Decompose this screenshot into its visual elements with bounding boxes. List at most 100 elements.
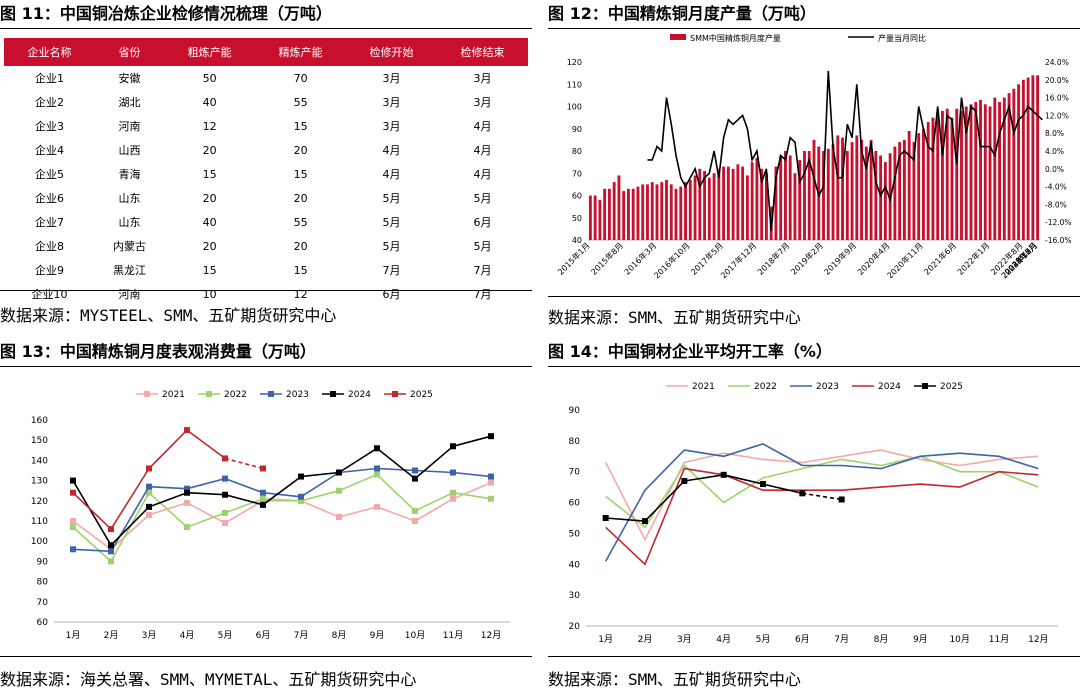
bar: [1026, 77, 1030, 240]
bar: [741, 166, 745, 240]
bar: [993, 97, 997, 240]
header-province: 省份: [94, 38, 165, 66]
bar: [979, 99, 982, 240]
cell-refined-capacity: 20: [293, 239, 308, 253]
bar: [883, 162, 887, 240]
cell-blister-capacity: 20: [202, 191, 217, 205]
y2-tick-label: 0.0%: [1045, 165, 1064, 174]
bar: [655, 184, 659, 240]
bar: [617, 175, 621, 240]
x-tick-label: 11月: [989, 634, 1009, 645]
bar: [998, 102, 1001, 240]
series-line-2022: [72, 473, 492, 563]
table-row: 企业2 湖北 40 55 3月 3月: [4, 90, 528, 114]
x-tick-label: 2020年4月: [855, 240, 891, 276]
y2-tick-label: 16.0%: [1045, 94, 1069, 103]
bar: [950, 117, 954, 240]
bar: [941, 110, 944, 240]
bar: [764, 173, 768, 240]
cell-maintenance-start: 6月: [382, 288, 401, 301]
fig14-panel: 图 14：中国铜材企业平均开工率（%） 2021 2022 2023 2024 2025…: [548, 338, 1080, 692]
cell-blister-capacity: 20: [202, 143, 217, 157]
y-tick-label: 70: [572, 169, 582, 178]
y2-tick-label: 20.0%: [1045, 76, 1069, 85]
legend-label: 2023: [816, 382, 839, 392]
table-row: 企业6 山东 20 20 5月 5月: [4, 186, 528, 210]
bar: [712, 173, 716, 240]
data-point-2024: [260, 501, 266, 508]
y-tick-label: 40: [569, 560, 581, 570]
y-tick-label: 110: [31, 517, 48, 527]
y-tick-label: 60: [569, 499, 581, 509]
bar: [622, 191, 626, 240]
fig11-bottom-rule: [0, 290, 532, 291]
cell-company: 企业2: [34, 96, 64, 109]
cell-refined-capacity: 15: [293, 263, 308, 277]
data-point-2023: [450, 469, 456, 476]
fig14-bottom-rule: [548, 656, 1080, 657]
bar: [1021, 79, 1025, 240]
bar: [745, 175, 749, 240]
cell-blister-capacity: 40: [202, 95, 217, 109]
cell-maintenance-end: 4月: [473, 120, 492, 133]
x-tick-label: 1月: [598, 634, 613, 645]
bar: [936, 115, 940, 240]
data-point-2022: [412, 507, 418, 514]
data-point-2024: [184, 489, 190, 496]
table-row: 企业5 青海 15 15 4月 4月: [4, 162, 528, 186]
cell-maintenance-start: 4月: [382, 168, 401, 181]
bar: [969, 104, 973, 241]
cell-refined-capacity: 70: [293, 71, 308, 85]
bar: [898, 142, 902, 240]
data-point-2022: [298, 497, 304, 504]
y-tick-label: 100: [31, 537, 48, 547]
cell-maintenance-start: 5月: [382, 240, 401, 253]
legend-marker: [144, 391, 150, 397]
cell-blister-capacity: 40: [202, 215, 217, 229]
data-point-2025: [760, 481, 766, 488]
data-point-2023: [374, 465, 380, 472]
cell-maintenance-end: 3月: [473, 96, 492, 109]
fig11-table: 企业名称 省份 粗炼产能 精炼产能 检修开始 检修结束 企业1 安徽 50 70 3月 3…: [4, 38, 528, 306]
cell-maintenance-start: 3月: [382, 72, 401, 85]
data-point-2022: [108, 558, 114, 565]
x-tick-label: 11月: [443, 630, 463, 641]
cell-blister-capacity: 12: [202, 119, 217, 133]
cell-refined-capacity: 55: [293, 95, 308, 109]
data-point-2022: [450, 489, 456, 496]
bar: [717, 168, 721, 240]
data-point-2024: [450, 443, 456, 450]
y2-tick-label: -8.0%: [1045, 200, 1067, 209]
x-tick-label: 9月: [370, 630, 385, 641]
legend-label: 2023: [286, 390, 309, 400]
legend-marker: [392, 391, 398, 397]
data-point-2022: [70, 524, 76, 531]
legend-label: 2021: [692, 382, 715, 392]
data-point-2021: [70, 518, 76, 524]
bar: [1002, 97, 1006, 240]
cell-maintenance-end: 3月: [473, 72, 492, 85]
y-tick-label: 50: [569, 529, 581, 539]
cell-province: 内蒙古: [113, 240, 147, 253]
bar: [983, 104, 987, 241]
data-point-2025: [146, 465, 152, 472]
y-tick-label: 120: [31, 497, 48, 507]
bar: [855, 135, 859, 240]
data-point-2023: [108, 548, 114, 555]
bar: [826, 148, 830, 240]
x-tick-label: 7月: [294, 630, 309, 641]
cell-province: 青海: [118, 168, 141, 181]
legend-label: 2021: [162, 390, 185, 400]
y-tick-label: 70: [569, 468, 581, 478]
data-point-2022: [184, 524, 190, 531]
bar: [860, 139, 864, 240]
bar: [879, 155, 883, 240]
data-point-2024: [336, 469, 342, 476]
bar: [698, 168, 702, 240]
fig13-bottom-rule: [0, 656, 532, 657]
y2-tick-label: 12.0%: [1045, 111, 1069, 120]
y-tick-label: 100: [567, 103, 582, 112]
y-tick-label: 160: [31, 416, 48, 426]
y-tick-label: 110: [567, 80, 582, 89]
x-tick-label: 1月: [66, 630, 81, 641]
